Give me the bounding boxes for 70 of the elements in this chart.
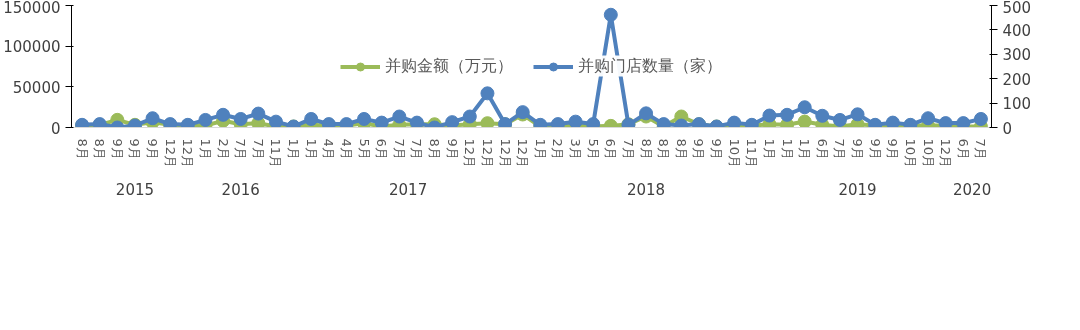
x-tick-label: 4月: [321, 138, 337, 160]
x-tick-label: 3月: [568, 138, 584, 160]
x-tick-label: 2月: [550, 138, 566, 160]
text: 2019: [838, 180, 877, 199]
x-tick-label: 1月: [286, 138, 302, 160]
x-tick-label: 12月: [162, 138, 178, 169]
x-tick-label: 10月: [902, 138, 918, 169]
x-tick-label: 1月: [197, 138, 213, 160]
x-tick-label: 1月: [779, 138, 795, 160]
x-tick-label: 9月: [867, 138, 883, 160]
x-tick-label: 4月: [338, 138, 354, 160]
x-tick-label: 11月: [268, 138, 284, 169]
x-tick-label: 8月: [74, 138, 90, 160]
y-tick-label: 100000: [3, 38, 61, 57]
x-tick-label: 7月: [620, 138, 636, 160]
x-tick-label: 8月: [427, 138, 443, 160]
x-tick-label: 12月: [462, 138, 478, 169]
x-tick-label: 5月: [356, 138, 372, 160]
x-tick-label: 7月: [973, 138, 989, 160]
x-tick-label: 8月: [673, 138, 689, 160]
x-tick-label: 9月: [109, 138, 125, 160]
x-tick-label: 9月: [127, 138, 143, 160]
x-tick-label: 7月: [391, 138, 407, 160]
x-tick-label: 11月: [744, 138, 760, 169]
x-tick-label: 9月: [709, 138, 725, 160]
x-tick-label: 9月: [850, 138, 866, 160]
y2-tick-label: 100: [1002, 95, 1032, 114]
text: 2018: [626, 180, 666, 199]
x-tick-label: 10月: [726, 138, 742, 169]
text: 2017: [389, 180, 428, 199]
legend-label: 并购金额（万元）: [385, 55, 513, 77]
x-tick-label: 6月: [814, 138, 830, 160]
x-tick-label: 5月: [585, 138, 601, 160]
x-tick-label: 8月: [92, 138, 108, 160]
legend-label: 并购门店数量（家）: [578, 55, 722, 77]
x-tick-label: 9月: [885, 138, 901, 160]
x-tick-label: 1月: [303, 138, 319, 160]
x-tick-label: 7月: [409, 138, 425, 160]
x-tick-label: 1月: [532, 138, 548, 160]
x-tick-label: 2月: [215, 138, 231, 160]
x-tick-label: 1月: [761, 138, 777, 160]
y2-tick-label: 200: [1002, 70, 1032, 89]
x-tick-label: 12月: [938, 138, 954, 169]
x-tick-label: 12月: [497, 138, 513, 169]
x-tick-label: 12月: [515, 138, 531, 169]
x-tick-label: 10月: [920, 138, 936, 169]
x-tick-label: 1月: [797, 138, 813, 160]
x-tick-label: 7月: [832, 138, 848, 160]
y2-tick-label: 400: [1002, 21, 1032, 40]
x-tick-label: 8月: [638, 138, 654, 160]
x-tick-label: 8月: [656, 138, 672, 160]
text: 2016: [221, 180, 260, 199]
x-tick-label: 6月: [374, 138, 390, 160]
y2-tick-label: 300: [1002, 46, 1032, 65]
x-tick-label: 12月: [479, 138, 495, 169]
text: 2015: [115, 180, 155, 199]
x-tick-label: 6月: [955, 138, 971, 160]
x-tick-label: 7月: [250, 138, 266, 160]
x-tick-label: 9月: [691, 138, 707, 160]
y-tick-label: 50000: [12, 78, 61, 97]
y-tick-label: 150000: [3, 0, 61, 17]
x-tick-label: 12月: [180, 138, 196, 169]
x-tick-label: 9月: [444, 138, 460, 160]
x-tick-label: 9月: [145, 138, 161, 160]
x-tick-label: 6月: [603, 138, 619, 160]
y2-tick-label: 500: [1002, 0, 1032, 17]
y-tick-label: 0: [50, 119, 61, 138]
y2-tick-label: 0: [1002, 119, 1013, 138]
x-tick-label: 7月: [233, 138, 249, 160]
text: 2020: [953, 180, 992, 199]
